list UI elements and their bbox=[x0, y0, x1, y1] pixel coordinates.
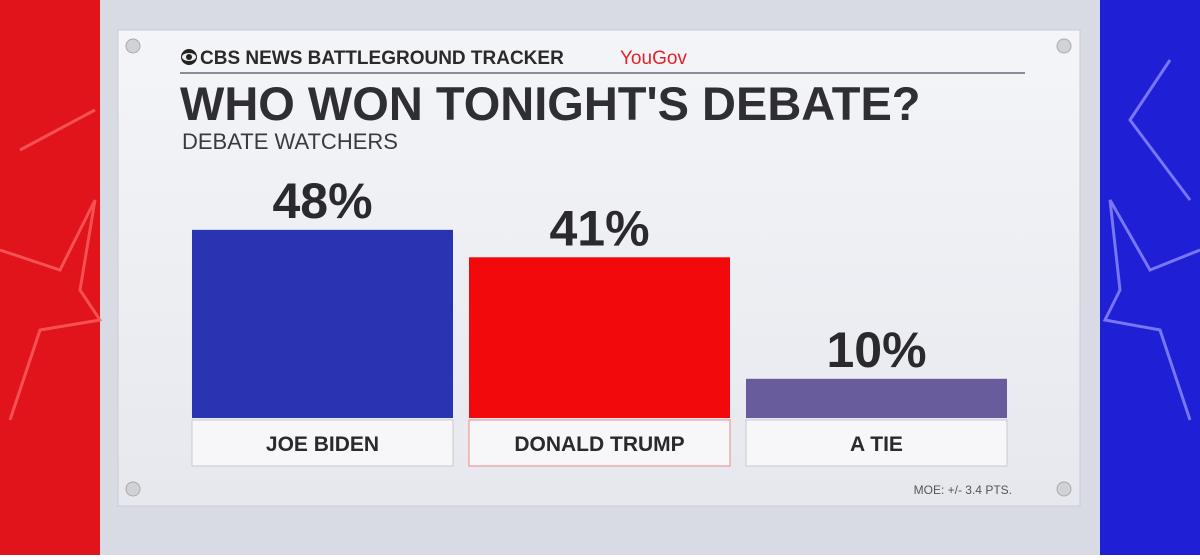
star-outline bbox=[0, 108, 103, 421]
screw bbox=[125, 481, 141, 497]
partner: YouGov bbox=[620, 48, 687, 69]
category-box bbox=[191, 419, 454, 467]
screw bbox=[125, 38, 141, 54]
category-box bbox=[745, 419, 1008, 467]
value-label: 41% bbox=[549, 200, 649, 256]
bar bbox=[469, 257, 730, 418]
chart-title: WHO WON TONIGHT'S DEBATE? bbox=[180, 77, 921, 130]
category-box bbox=[468, 419, 731, 467]
cbs-eye-logo bbox=[181, 49, 197, 65]
bar bbox=[746, 378, 1007, 418]
blue-side bbox=[1100, 0, 1200, 555]
subtitle: DEBATE WATCHERS bbox=[182, 129, 398, 154]
bar bbox=[192, 229, 453, 418]
value-label: 48% bbox=[272, 173, 372, 229]
star-outline bbox=[1102, 59, 1200, 421]
note: MOE: +/- 3.4 PTS. bbox=[914, 483, 1012, 497]
value-label: 10% bbox=[826, 322, 926, 378]
category-label: A TIE bbox=[850, 433, 903, 456]
red-side bbox=[0, 0, 100, 555]
category-label: DONALD TRUMP bbox=[514, 433, 684, 456]
screw bbox=[1056, 481, 1072, 497]
header: CBS NEWS BATTLEGROUND TRACKER bbox=[200, 48, 564, 69]
category-label: JOE BIDEN bbox=[266, 433, 379, 456]
screw bbox=[1056, 38, 1072, 54]
